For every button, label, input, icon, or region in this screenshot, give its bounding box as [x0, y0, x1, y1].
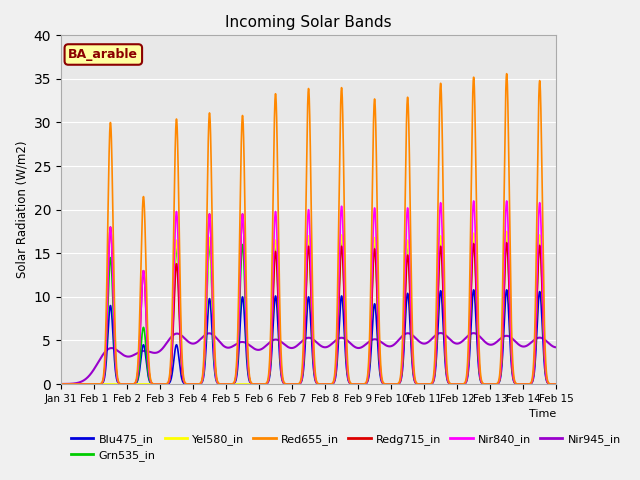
Red655_in	[503, 71, 511, 77]
Yel580_in	[550, 381, 558, 387]
Grn535_in	[503, 231, 511, 237]
Yel580_in	[163, 381, 171, 387]
Nir840_in	[57, 381, 65, 387]
Red655_in	[158, 381, 166, 387]
Nir840_in	[243, 320, 250, 326]
Grn535_in	[376, 369, 384, 374]
Nir945_in	[436, 330, 444, 336]
Nir840_in	[447, 381, 454, 387]
Nir945_in	[552, 345, 560, 350]
X-axis label: Time: Time	[529, 409, 556, 419]
Red655_in	[163, 381, 171, 386]
Grn535_in	[57, 381, 65, 387]
Grn535_in	[163, 381, 171, 387]
Blu475_in	[243, 350, 250, 356]
Redg715_in	[447, 381, 454, 387]
Red655_in	[376, 357, 384, 362]
Nir945_in	[376, 338, 384, 344]
Grn535_in	[550, 381, 558, 387]
Blu475_in	[503, 287, 511, 293]
Redg715_in	[550, 381, 558, 387]
Line: Red655_in: Red655_in	[61, 74, 556, 384]
Nir945_in	[57, 381, 65, 387]
Red655_in	[550, 381, 558, 387]
Red655_in	[552, 381, 560, 387]
Nir840_in	[163, 381, 171, 387]
Redg715_in	[205, 211, 213, 217]
Blu475_in	[447, 381, 454, 387]
Nir945_in	[163, 340, 171, 346]
Nir945_in	[447, 337, 454, 343]
Line: Nir945_in: Nir945_in	[61, 333, 556, 384]
Yel580_in	[158, 381, 166, 387]
Blu475_in	[57, 381, 65, 387]
Yel580_in	[243, 381, 250, 387]
Yel580_in	[503, 228, 511, 234]
Line: Grn535_in: Grn535_in	[61, 234, 556, 384]
Line: Nir840_in: Nir840_in	[61, 201, 556, 384]
Yel580_in	[376, 369, 384, 374]
Blu475_in	[552, 381, 560, 387]
Red655_in	[243, 285, 250, 291]
Blu475_in	[158, 381, 166, 387]
Y-axis label: Solar Radiation (W/m2): Solar Radiation (W/m2)	[15, 141, 28, 278]
Redg715_in	[57, 381, 65, 387]
Nir840_in	[158, 381, 166, 387]
Yel580_in	[552, 381, 560, 387]
Red655_in	[57, 381, 65, 387]
Yel580_in	[447, 381, 454, 387]
Red655_in	[447, 381, 454, 387]
Yel580_in	[57, 381, 65, 387]
Grn535_in	[158, 381, 166, 387]
Grn535_in	[243, 331, 250, 337]
Nir945_in	[158, 347, 166, 352]
Nir840_in	[552, 381, 560, 387]
Grn535_in	[552, 381, 560, 387]
Nir840_in	[503, 198, 511, 204]
Redg715_in	[163, 381, 171, 387]
Redg715_in	[158, 381, 166, 387]
Nir945_in	[243, 340, 250, 346]
Nir840_in	[376, 366, 384, 372]
Blu475_in	[550, 381, 558, 387]
Grn535_in	[447, 381, 454, 387]
Blu475_in	[376, 374, 384, 380]
Redg715_in	[377, 370, 385, 376]
Redg715_in	[552, 381, 560, 387]
Line: Blu475_in: Blu475_in	[61, 290, 556, 384]
Redg715_in	[243, 323, 250, 328]
Nir840_in	[550, 381, 558, 387]
Blu475_in	[163, 381, 171, 387]
Title: Incoming Solar Bands: Incoming Solar Bands	[225, 15, 392, 30]
Line: Redg715_in: Redg715_in	[61, 214, 556, 384]
Text: BA_arable: BA_arable	[68, 48, 138, 61]
Line: Yel580_in: Yel580_in	[61, 231, 556, 384]
Nir945_in	[550, 344, 558, 350]
Legend: Blu475_in, Grn535_in, Yel580_in, Red655_in, Redg715_in, Nir840_in, Nir945_in: Blu475_in, Grn535_in, Yel580_in, Red655_…	[67, 429, 626, 466]
